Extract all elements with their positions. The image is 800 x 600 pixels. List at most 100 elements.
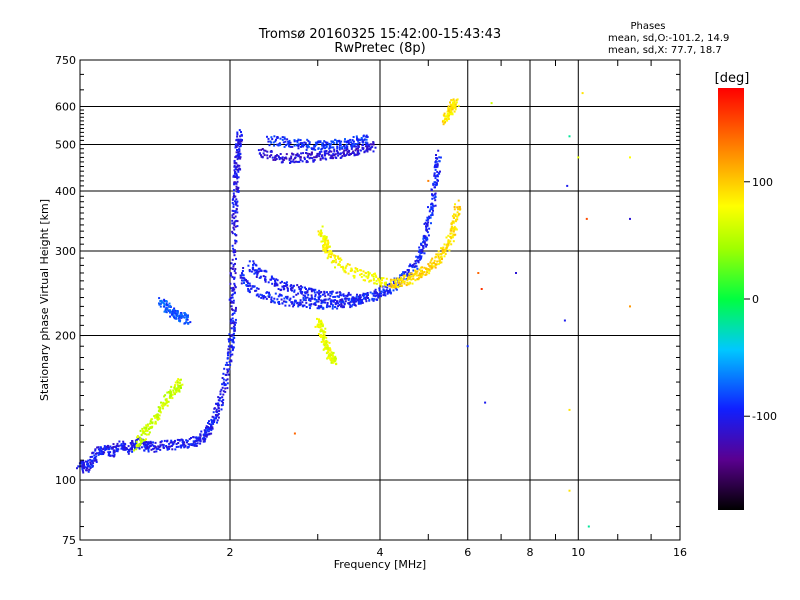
data-point	[341, 154, 344, 157]
data-point	[164, 402, 167, 405]
data-point	[231, 317, 234, 320]
data-point	[419, 258, 421, 261]
data-point	[279, 157, 282, 159]
data-point	[261, 148, 264, 150]
data-point	[319, 291, 322, 294]
data-point	[428, 227, 431, 230]
data-point	[385, 277, 388, 280]
data-point	[95, 452, 97, 455]
data-point	[272, 300, 275, 303]
data-point	[229, 272, 232, 275]
y-tick-label: 200	[55, 330, 76, 343]
data-point	[318, 305, 320, 308]
data-point	[386, 283, 389, 286]
data-point	[236, 135, 239, 138]
data-point	[320, 305, 322, 308]
data-point	[450, 104, 453, 107]
data-point	[168, 442, 171, 445]
data-point	[322, 246, 325, 249]
data-point	[192, 441, 195, 444]
data-point	[297, 147, 300, 150]
data-point	[383, 291, 386, 294]
data-point	[452, 220, 455, 223]
x-tick-label: 16	[673, 546, 687, 559]
data-point	[297, 138, 300, 141]
data-point	[319, 233, 322, 236]
data-point	[371, 274, 374, 277]
data-point	[169, 392, 172, 395]
data-point	[318, 293, 321, 296]
data-point	[419, 249, 422, 252]
data-point	[166, 448, 169, 451]
data-point	[419, 276, 422, 279]
data-point	[156, 418, 159, 421]
data-point	[382, 294, 385, 297]
data-point	[162, 301, 165, 304]
data-point	[346, 140, 349, 143]
data-point	[259, 293, 262, 296]
data-point	[100, 449, 103, 452]
data-point	[427, 217, 430, 220]
data-point	[270, 298, 273, 301]
data-point	[324, 150, 327, 153]
data-point	[126, 448, 128, 451]
data-point	[325, 158, 328, 161]
data-point	[182, 315, 185, 318]
data-point	[378, 292, 381, 295]
data-point	[261, 155, 264, 158]
data-point	[211, 427, 214, 430]
data-point	[309, 307, 311, 310]
data-point	[323, 334, 326, 337]
data-point	[180, 444, 183, 447]
data-point	[324, 242, 327, 244]
data-point	[281, 136, 284, 139]
data-point	[245, 284, 248, 286]
colorbar-tick-label: -100	[752, 410, 777, 423]
data-point	[286, 286, 289, 289]
data-point	[202, 438, 205, 441]
data-point	[347, 272, 350, 275]
data-point	[439, 170, 441, 173]
data-point	[440, 247, 442, 250]
data-point	[431, 257, 434, 260]
data-point	[251, 268, 254, 271]
data-point	[166, 304, 169, 307]
data-point	[437, 172, 440, 175]
data-point	[169, 315, 172, 318]
data-point	[443, 255, 446, 258]
data-point	[157, 406, 160, 409]
data-point	[372, 273, 375, 276]
data-point	[334, 156, 337, 159]
data-point	[254, 289, 257, 292]
data-point	[431, 197, 434, 200]
data-point	[328, 245, 331, 248]
data-point	[343, 154, 346, 157]
data-point	[364, 279, 366, 282]
data-point	[340, 266, 343, 268]
data-point	[581, 92, 584, 95]
data-point	[283, 297, 286, 300]
data-point	[241, 276, 244, 279]
data-point	[333, 259, 336, 262]
data-point	[331, 352, 334, 355]
data-point	[155, 447, 158, 450]
data-point	[123, 448, 126, 451]
data-point	[169, 394, 172, 397]
data-point	[352, 140, 355, 143]
data-point	[239, 276, 242, 279]
data-point	[334, 138, 337, 141]
data-point	[220, 408, 223, 411]
data-point	[227, 373, 230, 376]
data-point	[218, 410, 221, 412]
data-point	[425, 219, 428, 222]
data-point	[246, 280, 249, 283]
data-point	[319, 325, 322, 328]
data-point	[323, 152, 326, 155]
data-point	[233, 164, 236, 167]
data-point	[284, 295, 287, 298]
data-point	[228, 360, 231, 363]
data-point	[163, 310, 166, 313]
data-point	[170, 385, 173, 388]
data-point	[422, 246, 425, 249]
data-point	[312, 159, 315, 162]
